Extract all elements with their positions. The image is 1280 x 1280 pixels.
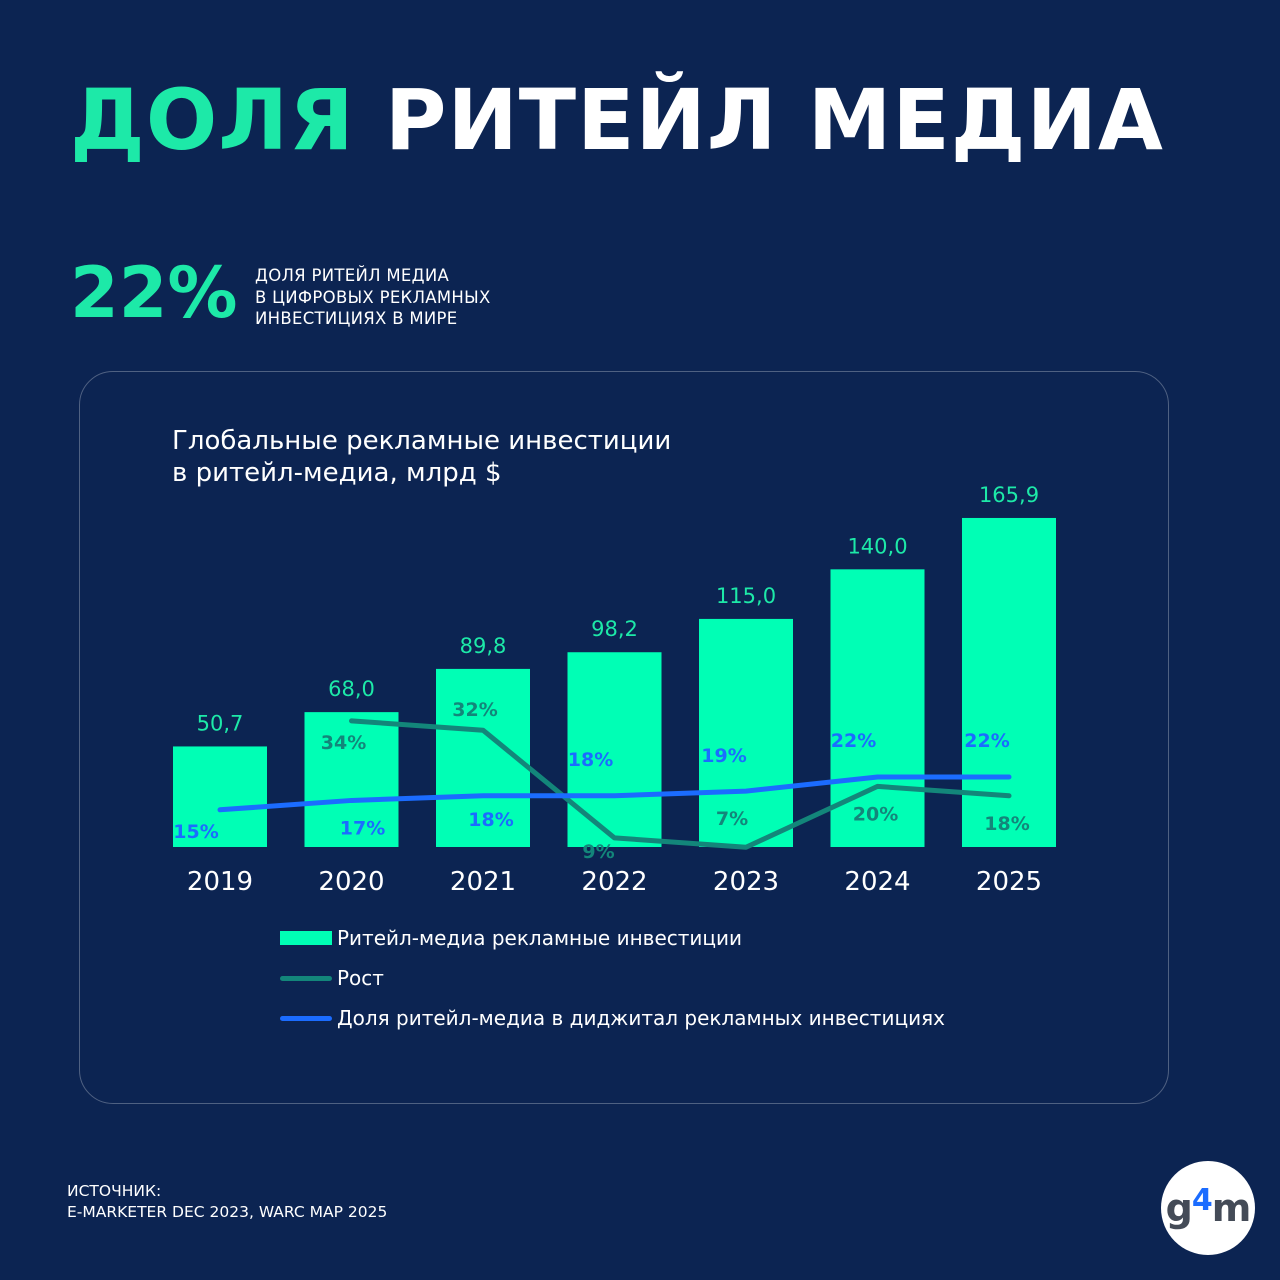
bar-2020 xyxy=(304,712,399,847)
bar-value-label-2024: 140,0 xyxy=(847,534,907,558)
legend-label-share: Доля ритейл-медиа в диджитал рекламных и… xyxy=(337,1006,945,1030)
legend-swatch-investments xyxy=(280,931,332,945)
share-label-2023: 19% xyxy=(701,745,746,767)
bar-value-label-2025: 165,9 xyxy=(979,483,1039,507)
share-label-2019: 15% xyxy=(173,821,218,843)
share-label-2021: 18% xyxy=(468,809,513,831)
logo-digit-4: 4 xyxy=(1191,1182,1213,1218)
legend-item-growth: Рост xyxy=(280,958,945,998)
bar-2019 xyxy=(173,746,267,847)
growth-label-2025: 18% xyxy=(984,813,1029,835)
growth-label-2021: 32% xyxy=(452,699,497,721)
x-tick-label-2023: 2023 xyxy=(713,867,779,897)
bar-value-label-2021: 89,8 xyxy=(460,634,507,658)
chart-title-line-1: Глобальные рекламные инвестиции xyxy=(172,426,672,456)
legend-item-investments: Ритейл-медиа рекламные инвестиции xyxy=(280,918,945,958)
logo-letter-g: g xyxy=(1165,1186,1193,1230)
headline-rest: РИТЕЙЛ МЕДИА xyxy=(384,71,1164,169)
x-tick-label-2024: 2024 xyxy=(844,867,910,897)
x-tick-label-2022: 2022 xyxy=(581,867,647,897)
growth-line xyxy=(349,718,1012,850)
stat-value: 22% xyxy=(70,252,238,334)
legend-label-growth: Рост xyxy=(337,966,384,990)
share-line xyxy=(217,774,1012,813)
growth-label-2024: 20% xyxy=(853,803,898,825)
source-label: ИСТОЧНИК: xyxy=(67,1182,162,1200)
x-tick-label-2020: 2020 xyxy=(318,867,384,897)
growth-label-2023: 7% xyxy=(716,808,748,830)
legend-swatch-growth xyxy=(280,975,332,981)
growth-label-2020: 34% xyxy=(321,732,366,754)
x-tick-label-2025: 2025 xyxy=(976,867,1042,897)
bar-2023 xyxy=(699,618,793,847)
chart-legend: Ритейл-медиа рекламные инвестиции Рост Д… xyxy=(280,918,945,1038)
bar-value-label-2023: 115,0 xyxy=(716,584,776,608)
growth-label-2022: 9% xyxy=(582,841,614,863)
logo-letter-m: m xyxy=(1211,1186,1252,1230)
share-label-2025: 22% xyxy=(964,730,1009,752)
legend-item-share: Доля ритейл-медиа в диджитал рекламных и… xyxy=(280,998,945,1038)
x-tick-label-2019: 2019 xyxy=(187,867,253,897)
source-note: ИСТОЧНИК: E-MARKETER DEC 2023, WARC MAP … xyxy=(67,1181,387,1223)
stat-caption: ДОЛЯ РИТЕЙЛ МЕДИА В ЦИФРОВЫХ РЕКЛАМНЫХ И… xyxy=(255,265,491,330)
g4m-logo: g 4 m xyxy=(1161,1161,1255,1255)
share-label-2022: 18% xyxy=(568,749,613,771)
chart-card xyxy=(79,371,1169,1104)
headline-accent: ДОЛЯ xyxy=(70,71,355,169)
x-tick-label-2021: 2021 xyxy=(450,867,516,897)
legend-swatch-share xyxy=(280,1015,332,1021)
stat-caption-line-1: ДОЛЯ РИТЕЙЛ МЕДИА xyxy=(255,266,450,285)
share-label-2024: 22% xyxy=(831,730,876,752)
legend-label-investments: Ритейл-медиа рекламные инвестиции xyxy=(337,926,742,950)
headline: ДОЛЯ РИТЕЙЛ МЕДИА xyxy=(70,78,1164,162)
stat-caption-line-3: ИНВЕСТИЦИЯХ В МИРЕ xyxy=(255,309,458,328)
chart-title-line-2: в ритейл-медиа, млрд $ xyxy=(172,458,502,488)
bar-value-label-2022: 98,2 xyxy=(591,617,638,641)
bar-value-label-2020: 68,0 xyxy=(328,677,375,701)
chart-title: Глобальные рекламные инвестиции в ритейл… xyxy=(172,425,671,489)
stat-caption-line-2: В ЦИФРОВЫХ РЕКЛАМНЫХ xyxy=(255,287,491,307)
share-label-2020: 17% xyxy=(340,817,385,839)
bar-value-label-2019: 50,7 xyxy=(197,711,244,735)
source-text: E-MARKETER DEC 2023, WARC MAP 2025 xyxy=(67,1203,388,1221)
